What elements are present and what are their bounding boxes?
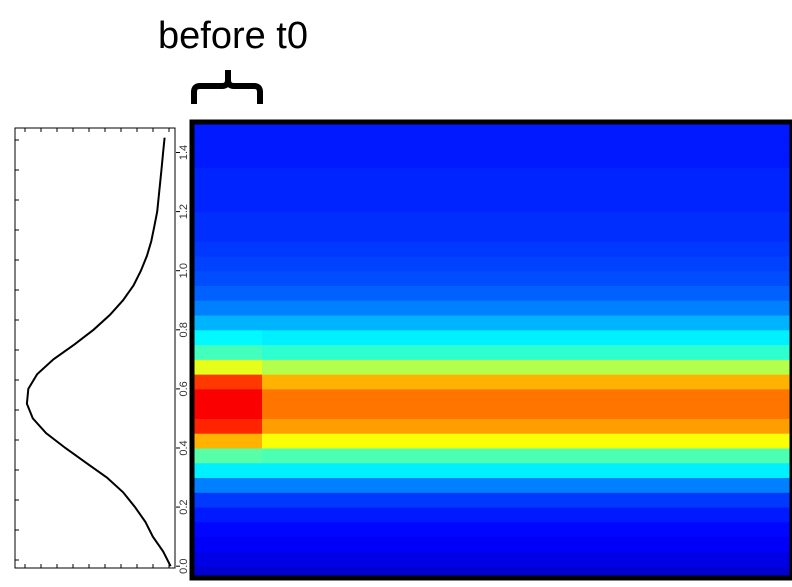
heatmap-cell (192, 359, 263, 375)
heatmap-cell (262, 315, 792, 331)
heatmap-cell (192, 152, 263, 168)
heatmap-cell (262, 182, 792, 198)
heatmap-cell (192, 536, 263, 552)
heatmap-cell (192, 492, 263, 508)
heatmap-cell (262, 122, 792, 139)
y-tick-label: 0.2 (178, 499, 190, 514)
heatmap-cell (192, 551, 263, 567)
heatmap-cell (262, 462, 792, 479)
heatmap-cell (192, 241, 263, 257)
heatmap-cell (262, 447, 792, 464)
heatmap-cell (192, 211, 263, 227)
heatmap-cell (192, 388, 263, 405)
heatmap-cell (192, 374, 263, 390)
heatmap-cell (262, 285, 792, 301)
annotation: before t0 (158, 15, 308, 57)
heatmap-cell (192, 270, 263, 286)
heatmap-cell (262, 241, 792, 257)
heatmap-cell (262, 255, 792, 272)
heatmap-cell (262, 211, 792, 227)
heatmap-cell (192, 137, 263, 154)
y-tick-label: 0.0 (178, 559, 190, 574)
heatmap-cell (262, 152, 792, 168)
heatmap-cell (192, 418, 263, 434)
heatmap-cell (262, 226, 792, 242)
heatmap-cell (262, 388, 792, 405)
heatmap-cell (192, 122, 263, 139)
heatmap-cell (192, 255, 263, 272)
heatmap-cell (192, 226, 263, 242)
heatmap-cell (192, 300, 263, 316)
heatmap-cell (262, 403, 792, 419)
brace (191, 70, 263, 104)
y-tick-label: 0.8 (178, 322, 190, 337)
heatmap-cell (262, 521, 792, 538)
heatmap-cell (262, 477, 792, 493)
heatmap-cell (192, 462, 263, 479)
y-tick-label: 1.4 (178, 145, 190, 160)
heatmap-cell (262, 359, 792, 375)
y-tick-label: 1.2 (178, 204, 190, 219)
heatmap-cell (192, 344, 263, 360)
heatmap-cell (262, 329, 792, 346)
heatmap-cell (192, 447, 263, 464)
heatmap-cell (192, 403, 263, 419)
heatmap-cell (262, 433, 792, 449)
heatmap-cell (262, 374, 792, 390)
heatmap-cell (262, 270, 792, 286)
heatmap-cell (192, 315, 263, 331)
heatmap-cell (262, 344, 792, 360)
heatmap-cell (262, 492, 792, 508)
heatmap-cell (192, 182, 263, 198)
heatmap-cell (192, 329, 263, 346)
heatmap-cell (262, 137, 792, 154)
heatmap-cell (192, 477, 263, 493)
heatmap-cell (262, 551, 792, 567)
heatmap-cell (262, 536, 792, 552)
heatmap-cell (192, 167, 263, 183)
frame-ticks (15, 128, 170, 568)
heatmap-cell (262, 418, 792, 434)
heatmap-cell (192, 433, 263, 449)
heatmap-cell (192, 285, 263, 301)
heatmap-cell (262, 196, 792, 213)
heatmap-cell (192, 521, 263, 538)
heatmap-cell (262, 300, 792, 316)
y-tick-label: 1.0 (178, 263, 190, 278)
y-tick-label: 0.4 (178, 440, 190, 455)
heatmap-cell (262, 167, 792, 183)
heatmap-cell (262, 507, 792, 523)
heatmap-cell (192, 507, 263, 523)
heatmap-frame (189, 119, 792, 581)
y-tick-label: 0.6 (178, 381, 190, 396)
density-curve (25, 137, 172, 567)
heatmap (192, 120, 792, 578)
density-frame (14, 127, 176, 569)
heatmap-cell (192, 196, 263, 213)
